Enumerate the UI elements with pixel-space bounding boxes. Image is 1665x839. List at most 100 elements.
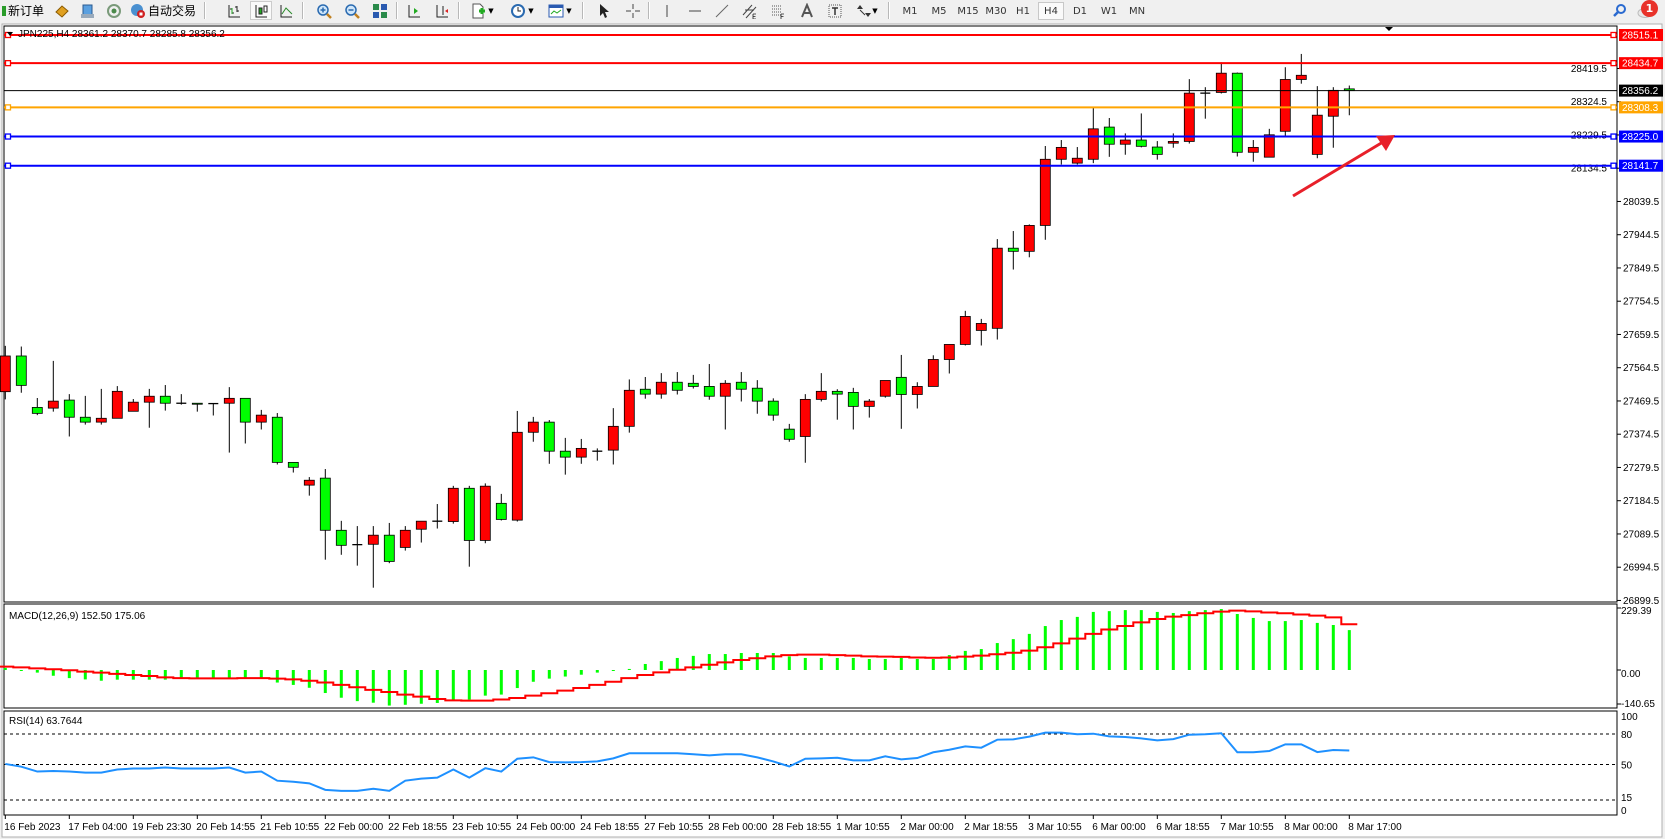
candle <box>687 374 699 389</box>
timeframe-m1[interactable]: M1 <box>902 5 918 17</box>
price-axis-label: 26994.5 <box>1623 563 1660 574</box>
trendline-icon <box>715 4 729 17</box>
rsi-axis-label: 80 <box>1621 730 1633 741</box>
equidistant-channel-button[interactable] <box>740 1 760 20</box>
candlestick-chart-button[interactable] <box>250 1 272 20</box>
macd-histogram-bar <box>483 670 487 696</box>
vertical-line-button[interactable] <box>657 1 677 20</box>
line-chart-button[interactable] <box>276 1 296 20</box>
text-button[interactable] <box>797 1 817 20</box>
macd-histogram-bar <box>899 657 903 670</box>
auto-trading-button[interactable]: 自动交易 <box>128 1 198 20</box>
line-handle-right[interactable] <box>1610 104 1617 111</box>
candle-body-bull <box>623 389 635 427</box>
chart-menu-triangle-icon[interactable] <box>7 32 13 36</box>
macd-histogram-bar <box>979 649 983 670</box>
fibonacci-button[interactable] <box>768 1 788 20</box>
date-axis-label: 8 Mar 00:00 <box>1284 822 1338 833</box>
candle-body-bull <box>1119 139 1131 145</box>
templates-button[interactable]: ▼ <box>544 1 576 20</box>
bar-chart-button[interactable] <box>224 1 244 20</box>
text-label-icon <box>828 4 842 17</box>
macd-histogram-bar <box>1155 611 1159 670</box>
rsi-panel[interactable] <box>3 710 1618 816</box>
timeframe-w1[interactable]: W1 <box>1100 5 1118 17</box>
macd-histogram-bar <box>819 657 823 670</box>
trendline-button[interactable] <box>712 1 732 20</box>
macd-histogram-bar <box>915 659 919 670</box>
chart-window[interactable]: 28419.528324.528229.528134.528039.527944… <box>0 22 1665 839</box>
navigator-button[interactable] <box>104 1 124 20</box>
macd-histogram-bar <box>35 670 39 673</box>
crosshair-button[interactable] <box>623 1 643 20</box>
text-label-button[interactable] <box>825 1 845 20</box>
candle <box>479 483 491 544</box>
horizontal-line-button[interactable] <box>685 1 705 20</box>
main-price-panel[interactable] <box>3 25 1618 603</box>
data-window-button[interactable] <box>78 1 98 20</box>
cursor-button[interactable] <box>594 1 614 20</box>
candle <box>1215 62 1227 94</box>
candle-body-bear <box>31 407 43 414</box>
chart-shift-button[interactable] <box>404 1 424 20</box>
date-axis-label: 27 Feb 10:55 <box>644 822 703 833</box>
timeframe-m5[interactable]: M5 <box>931 5 947 17</box>
candle-body-bull <box>479 485 491 541</box>
timeframe-m15[interactable]: M15 <box>957 5 979 17</box>
date-axis-label: 28 Feb 00:00 <box>708 822 767 833</box>
timeframe-h4[interactable]: H4 <box>1038 2 1064 20</box>
line-handle-right[interactable] <box>1610 133 1617 140</box>
macd-histogram-bar <box>227 670 231 678</box>
macd-panel[interactable] <box>3 603 1618 709</box>
date-axis-label: 17 Feb 04:00 <box>68 822 127 833</box>
candle-body-bull <box>719 382 731 397</box>
candle-body-bull <box>1311 114 1323 155</box>
line-handle-left[interactable] <box>4 104 12 111</box>
arrows-button[interactable]: ▼ <box>853 1 881 20</box>
line-handle-right[interactable] <box>1610 162 1617 169</box>
candle-body-bear <box>79 416 91 423</box>
indicators-button[interactable]: ▼ <box>466 1 498 20</box>
macd-histogram-bar <box>19 670 23 671</box>
zoom-in-button[interactable] <box>314 1 334 20</box>
timeframe-m30[interactable]: M30 <box>985 5 1007 17</box>
candle-body-bull <box>127 401 139 412</box>
macd-histogram-bar <box>387 670 391 706</box>
market-watch-button[interactable] <box>52 1 72 20</box>
zoom-out-button[interactable] <box>342 1 362 20</box>
timeframe-mn[interactable]: MN <box>1128 5 1146 17</box>
candle <box>911 382 923 409</box>
candle <box>943 344 955 374</box>
line-handle-left[interactable] <box>4 133 12 140</box>
tile-windows-button[interactable] <box>370 1 390 20</box>
line-handle-right[interactable] <box>1610 59 1617 67</box>
timeframe-h1[interactable]: H1 <box>1016 5 1030 17</box>
candle <box>559 437 571 475</box>
line-handle-left[interactable] <box>4 59 12 67</box>
candle-body-bear <box>63 399 75 418</box>
candle <box>831 389 843 420</box>
macd-histogram-bar <box>1219 609 1223 670</box>
annotation-arrow-line[interactable] <box>1292 140 1384 198</box>
auto-scroll-button[interactable] <box>432 1 452 20</box>
line-handle-right[interactable] <box>1610 31 1617 39</box>
candle-body-bull <box>1039 158 1051 226</box>
chart-shift-marker-icon[interactable] <box>1385 27 1393 31</box>
zoom-out-icon <box>345 3 360 19</box>
macd-histogram-bar <box>1251 617 1255 670</box>
timeframe-d1[interactable]: D1 <box>1072 5 1088 17</box>
new-order-button[interactable]: 新订单 <box>0 1 46 20</box>
macd-histogram-bar <box>787 656 791 670</box>
macd-histogram-bar <box>595 670 599 673</box>
current-price-tag <box>1619 84 1663 97</box>
candle-body-bear <box>671 381 683 391</box>
periods-button[interactable]: ▼ <box>506 1 538 20</box>
search-button[interactable] <box>1611 1 1629 20</box>
line-handle-left[interactable] <box>4 162 12 169</box>
macd-histogram-bar <box>355 670 359 702</box>
candle-body-bull <box>815 390 827 400</box>
candle <box>1135 113 1147 148</box>
macd-histogram-bar <box>995 643 999 670</box>
new-order-icon <box>1 5 6 16</box>
candle <box>415 520 427 543</box>
